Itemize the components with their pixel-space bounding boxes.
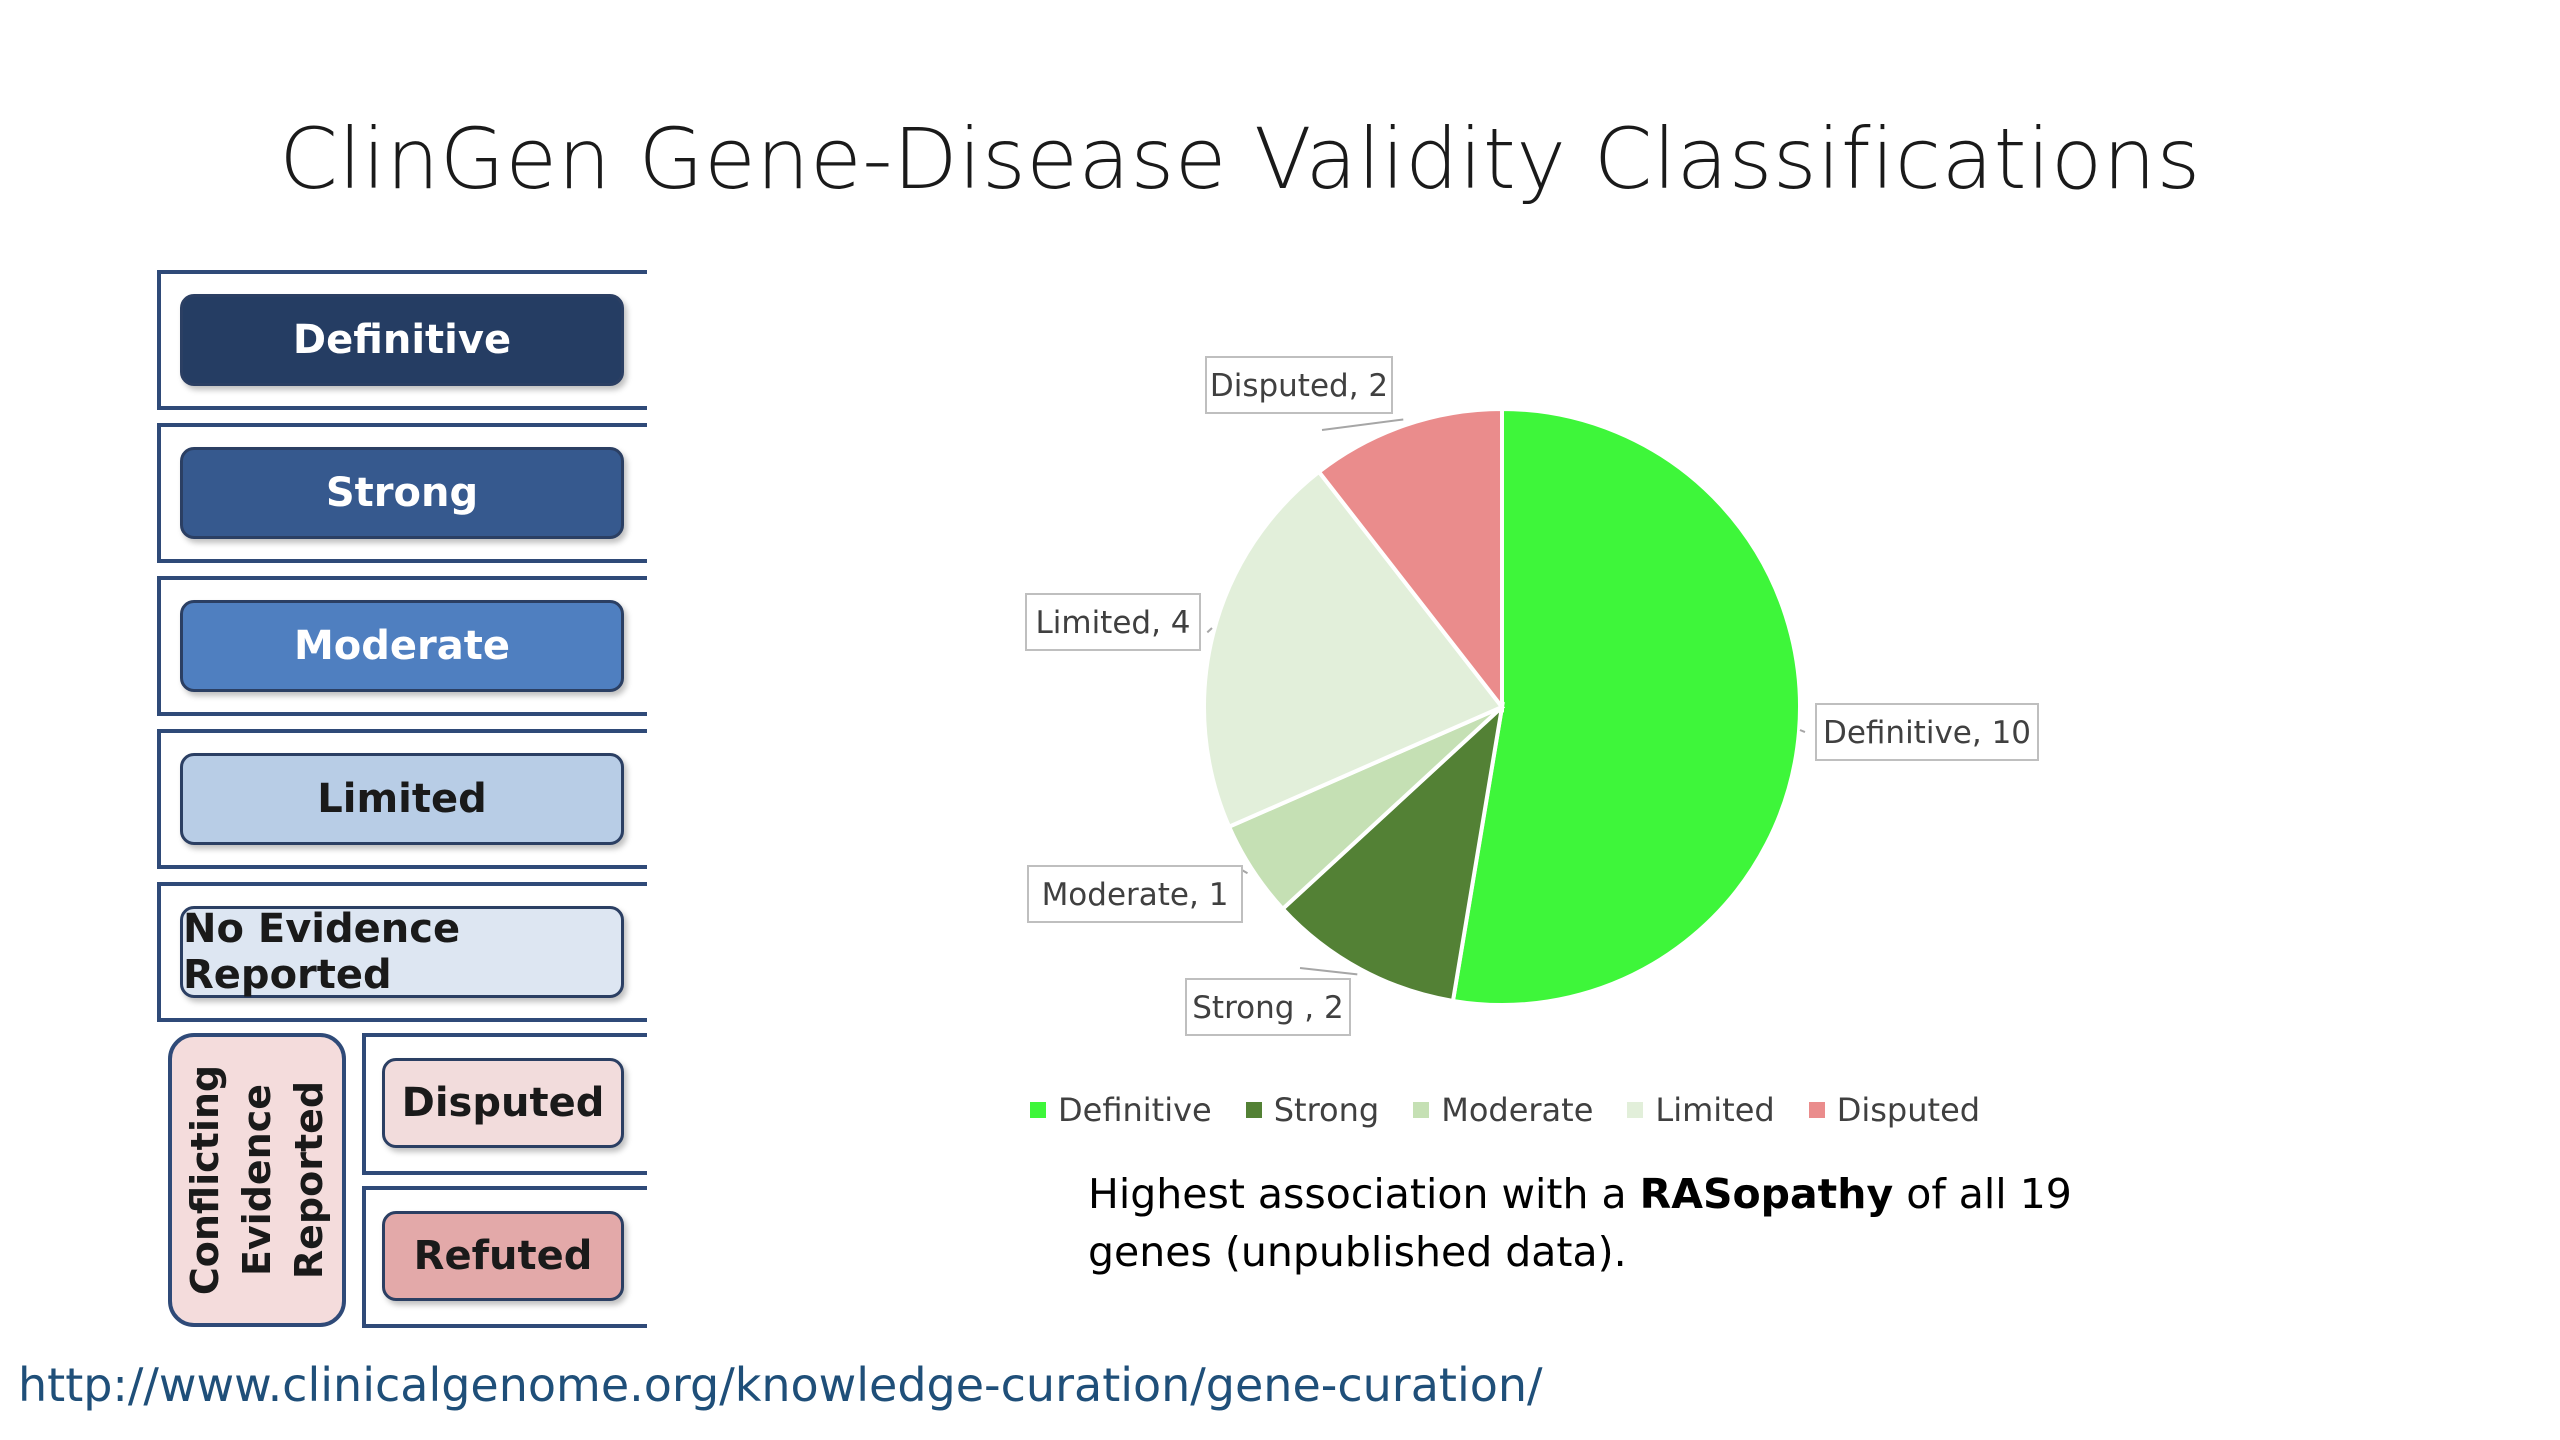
callout-leader-limited <box>1206 627 1213 634</box>
legend-label: Strong <box>1273 1091 1380 1129</box>
callout-leader-strong <box>1299 967 1358 976</box>
legend-label: Moderate <box>1441 1091 1594 1129</box>
source-link[interactable]: http://www.clinicalgenome.org/knowledge-… <box>18 1358 1543 1412</box>
legend-swatch <box>1627 1102 1644 1118</box>
note-text: Highest association with a RASopathy of … <box>1088 1165 2088 1281</box>
legend-swatch <box>1413 1102 1430 1118</box>
legend-item-moderate: Moderate <box>1413 1091 1593 1129</box>
legend-label: Limited <box>1655 1091 1775 1129</box>
pie-slice-strong <box>1279 701 1505 1004</box>
data-label-moderate: Moderate, 1 <box>1042 877 1229 913</box>
legend-label: Disputed <box>1836 1091 1981 1129</box>
legend-item-limited: Limited <box>1627 1091 1775 1129</box>
conflicting-evidence-box <box>168 1033 346 1327</box>
data-label-disputed: Disputed, 2 <box>1210 368 1388 404</box>
data-label-limited: Limited, 4 <box>1035 605 1190 641</box>
note-line2: genes (unpublished data). <box>1088 1228 1627 1276</box>
legend-label: Definitive <box>1058 1091 1212 1129</box>
legend-item-disputed: Disputed <box>1808 1091 1981 1129</box>
ladder-row-no-evidence <box>157 882 647 1022</box>
note-part1: Highest association with a <box>1088 1170 1640 1218</box>
note-bold: RASopathy <box>1639 1170 1894 1218</box>
classification-limited: Limited <box>180 753 624 845</box>
callout-box-limited <box>1025 593 1201 651</box>
data-label-strong: Strong , 2 <box>1192 990 1343 1026</box>
ladder-row-strong <box>157 423 647 563</box>
ladder-row-definitive <box>157 270 647 410</box>
pie-slice-disputed <box>1316 406 1504 713</box>
callout-leader-disputed <box>1321 418 1404 431</box>
note-part2: of all 19 <box>1893 1170 2072 1218</box>
legend-swatch <box>1030 1102 1046 1118</box>
ladder-row-moderate <box>157 576 647 716</box>
classification-moderate: Moderate <box>180 600 624 692</box>
callout-box-strong <box>1185 978 1351 1036</box>
legend-swatch <box>1245 1102 1262 1118</box>
pie-slice-limited <box>1202 469 1506 830</box>
legend-item-definitive: Definitive <box>1030 1091 1212 1129</box>
ladder-row-limited <box>157 729 647 869</box>
chart-legend: Definitive Strong Moderate Limited Disputed <box>1030 1085 2030 1135</box>
callout-box-disputed <box>1205 356 1393 414</box>
sub-row-disputed <box>362 1033 647 1175</box>
classification-refuted: Refuted <box>382 1211 624 1301</box>
callout-leader-definitive <box>1799 729 1806 734</box>
data-label-definitive: Definitive, 10 <box>1823 715 2031 751</box>
sub-row-refuted <box>362 1186 647 1328</box>
slide-title: ClinGen Gene-Disease Validity Classifica… <box>279 110 2201 208</box>
classification-no-evidence: No Evidence Reported <box>180 906 624 998</box>
legend-swatch <box>1808 1102 1825 1118</box>
classification-definitive: Definitive <box>180 294 624 386</box>
pie-slice-definitive <box>1450 406 1802 1007</box>
classification-strong: Strong <box>180 447 624 539</box>
callout-box-moderate <box>1027 865 1243 923</box>
classification-disputed: Disputed <box>382 1058 624 1148</box>
legend-item-strong: Strong <box>1245 1091 1380 1129</box>
callout-box-definitive <box>1815 703 2039 761</box>
